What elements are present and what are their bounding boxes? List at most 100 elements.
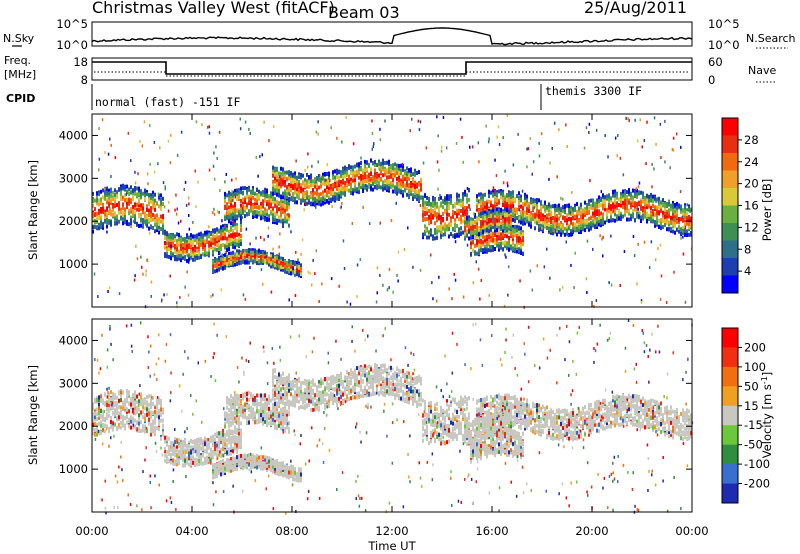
heat-cell bbox=[472, 224, 474, 229]
heat-cell bbox=[392, 177, 394, 182]
heat-cell bbox=[338, 194, 340, 199]
heat-cell bbox=[296, 175, 298, 180]
heat-cell bbox=[124, 187, 126, 192]
heat-cell bbox=[634, 207, 636, 212]
heat-cell bbox=[516, 236, 518, 241]
heat-cell bbox=[308, 195, 310, 200]
heat-cell bbox=[658, 205, 660, 210]
heat-cell bbox=[660, 226, 662, 231]
heat-cell bbox=[508, 204, 510, 209]
heat-cell bbox=[224, 205, 226, 210]
heat-cell bbox=[272, 169, 274, 174]
heat-cell bbox=[334, 181, 336, 186]
heat-cell bbox=[224, 233, 226, 238]
heat-cell bbox=[520, 230, 522, 235]
heat-cell bbox=[640, 299, 643, 302]
heat-cell bbox=[254, 259, 256, 264]
heat-cell bbox=[490, 213, 492, 218]
heat-cell bbox=[508, 197, 510, 202]
heat-cell bbox=[490, 244, 492, 249]
heat-cell bbox=[332, 170, 334, 175]
heat-cell bbox=[526, 211, 528, 216]
heat-cell bbox=[516, 216, 518, 220]
heat-cell bbox=[574, 224, 576, 229]
heat-cell bbox=[138, 192, 140, 197]
heat-cell bbox=[624, 191, 626, 196]
heat-cell bbox=[212, 260, 214, 265]
heat-cell bbox=[378, 176, 380, 181]
freq-left-tick-top: 18 bbox=[73, 55, 88, 69]
heat-cell bbox=[496, 214, 498, 219]
heat-cell bbox=[398, 182, 400, 187]
heat-cell bbox=[482, 230, 484, 235]
heat-cell bbox=[578, 228, 580, 233]
heat-cell bbox=[598, 199, 600, 204]
heat-cell bbox=[258, 248, 260, 253]
heat-cell bbox=[570, 205, 572, 210]
heat-cell bbox=[272, 213, 274, 218]
heat-cell bbox=[460, 226, 462, 231]
heat-cell bbox=[346, 178, 348, 183]
heat-cell bbox=[388, 159, 390, 164]
heat-cell bbox=[118, 206, 120, 211]
heat-cell bbox=[336, 196, 338, 201]
heat-cell bbox=[276, 178, 278, 182]
heat-cell bbox=[668, 226, 670, 231]
heat-cell bbox=[294, 200, 296, 205]
heat-cell bbox=[176, 250, 178, 255]
heat-cell bbox=[276, 209, 278, 214]
heat-cell bbox=[484, 213, 486, 218]
heat-cell bbox=[200, 242, 202, 247]
heat-cell bbox=[464, 192, 466, 197]
heat-cell bbox=[250, 248, 252, 253]
heat-cell bbox=[216, 261, 218, 266]
heat-cell bbox=[312, 202, 314, 207]
heat-cell bbox=[558, 210, 560, 215]
heat-cell bbox=[300, 186, 302, 191]
heat-cell bbox=[246, 189, 248, 194]
heat-cell bbox=[438, 225, 440, 230]
heat-cell bbox=[512, 228, 514, 233]
heat-cell bbox=[592, 206, 594, 211]
heat-cell bbox=[560, 232, 562, 237]
heat-cell bbox=[568, 208, 570, 212]
heat-cell bbox=[274, 199, 276, 204]
heat-cell bbox=[470, 220, 472, 225]
heat-cell bbox=[548, 226, 550, 231]
heat-cell bbox=[240, 260, 242, 265]
heat-cell bbox=[496, 231, 498, 235]
heat-cell bbox=[646, 193, 648, 198]
heat-cell bbox=[572, 216, 574, 221]
heat-cell bbox=[262, 210, 264, 215]
heat-cell bbox=[306, 181, 308, 186]
heat-cell bbox=[292, 178, 294, 182]
heat-cell bbox=[200, 238, 202, 243]
heat-cell bbox=[456, 197, 458, 202]
heat-cell bbox=[160, 206, 162, 210]
heat-cell bbox=[278, 207, 280, 212]
heat-cell bbox=[278, 185, 280, 190]
heat-cell bbox=[298, 173, 300, 178]
heat-cell bbox=[530, 224, 532, 229]
heat-cell bbox=[606, 212, 608, 217]
heat-cell bbox=[386, 182, 388, 187]
heat-cell bbox=[378, 168, 381, 172]
heat-cell bbox=[246, 260, 248, 265]
heat-cell bbox=[364, 171, 366, 176]
heat-cell bbox=[650, 198, 652, 203]
heat-cell bbox=[194, 251, 196, 256]
heat-cell bbox=[678, 225, 680, 230]
heat-cell bbox=[472, 218, 474, 223]
heat-cell bbox=[388, 170, 390, 175]
heat-cell bbox=[502, 221, 504, 226]
heat-cell bbox=[512, 209, 514, 214]
heat-cell bbox=[540, 223, 542, 228]
heat-cell bbox=[470, 251, 472, 256]
heat-cell bbox=[480, 248, 482, 253]
heat-cell bbox=[232, 250, 234, 255]
heat-cell bbox=[96, 191, 98, 196]
heat-cell bbox=[278, 218, 280, 223]
heat-cell bbox=[638, 191, 640, 196]
heat-cell bbox=[146, 192, 148, 197]
date-label: 25/Aug/2011 bbox=[584, 0, 687, 17]
